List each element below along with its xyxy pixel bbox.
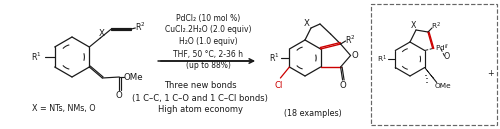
Text: R$^1$: R$^1$ xyxy=(269,52,280,64)
Polygon shape xyxy=(424,67,434,79)
Text: Cl: Cl xyxy=(274,80,282,90)
Text: O: O xyxy=(339,82,346,91)
Text: Pd$^{II}$: Pd$^{II}$ xyxy=(434,43,449,54)
Text: X = NTs, NMs, O: X = NTs, NMs, O xyxy=(32,104,96,114)
Text: X: X xyxy=(410,21,416,30)
Text: H₂O (1.0 equiv): H₂O (1.0 equiv) xyxy=(178,37,238,46)
Text: R$^1$: R$^1$ xyxy=(32,51,42,63)
Text: X: X xyxy=(98,30,104,38)
Text: (1 C–C, 1 C–O and 1 C–Cl bonds): (1 C–C, 1 C–O and 1 C–Cl bonds) xyxy=(132,94,268,103)
Text: CuCl₂.2H₂O (2.0 equiv): CuCl₂.2H₂O (2.0 equiv) xyxy=(165,26,252,34)
FancyBboxPatch shape xyxy=(371,4,497,125)
Text: O: O xyxy=(116,91,122,99)
Text: THF, 50 °C, 2-36 h: THF, 50 °C, 2-36 h xyxy=(173,50,243,58)
Text: (18 examples): (18 examples) xyxy=(284,108,342,118)
Text: R$^2$: R$^2$ xyxy=(431,20,441,32)
Text: O: O xyxy=(444,52,450,61)
Text: R$^1$: R$^1$ xyxy=(378,53,388,65)
Text: R$^2$: R$^2$ xyxy=(346,34,356,46)
Text: (up to 88%): (up to 88%) xyxy=(186,61,230,70)
Text: R$^2$: R$^2$ xyxy=(135,21,145,33)
Text: OMe: OMe xyxy=(434,83,451,88)
Text: X: X xyxy=(304,18,310,27)
Text: Three new bonds: Three new bonds xyxy=(164,82,236,91)
Text: OMe: OMe xyxy=(124,72,143,82)
Text: PdCl₂ (10 mol %): PdCl₂ (10 mol %) xyxy=(176,14,240,23)
Text: High atom economy: High atom economy xyxy=(158,106,242,115)
Text: +: + xyxy=(486,70,494,79)
Text: O: O xyxy=(351,51,358,60)
